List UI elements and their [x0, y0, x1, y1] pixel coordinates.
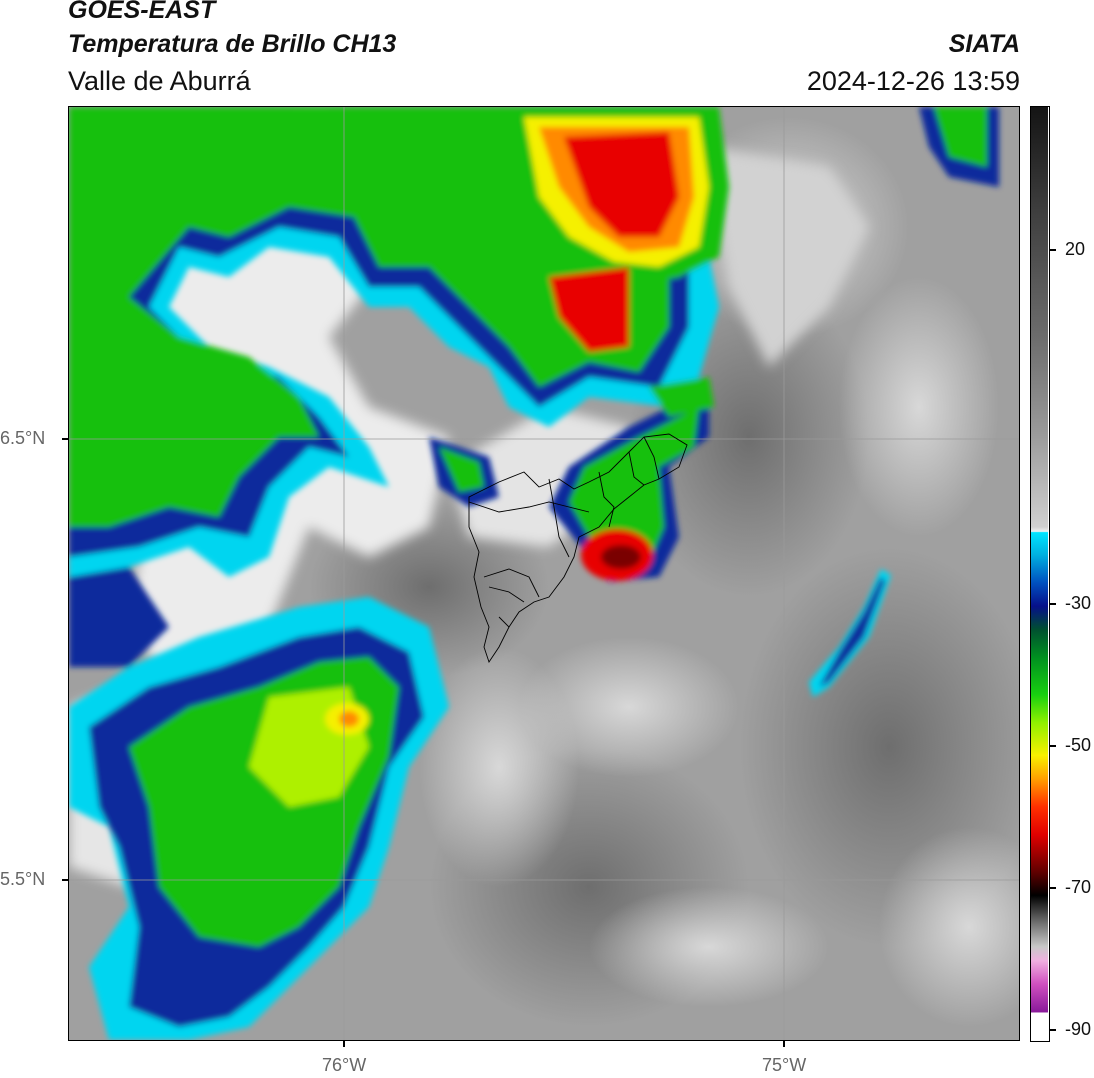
organization-label: SIATA	[948, 30, 1020, 58]
title-satellite: GOES-EAST	[68, 0, 216, 24]
lon-label-76W: 76°W	[322, 1055, 367, 1075]
convective-cloud-shield	[69, 107, 999, 1040]
colorbar-tick-20	[1050, 249, 1056, 251]
lat-tick-6-5N	[62, 438, 68, 440]
valle-aburra-boundaries	[468, 433, 688, 664]
colorbar-label-minus30: -30	[1065, 593, 1092, 613]
title-product: Temperatura de Brillo CH13	[68, 30, 397, 58]
lat-label-6-5N: 6.5°N	[0, 428, 46, 448]
brightness-temperature-field	[69, 107, 1019, 1040]
lon-tick-76W	[343, 1041, 345, 1047]
lon-label-75W: 75°W	[762, 1055, 807, 1075]
colorbar-label-minus70: -70	[1065, 877, 1092, 897]
graticule	[69, 107, 1019, 1040]
colorbar-tick-minus50	[1050, 745, 1056, 747]
colorbar-tick-minus30	[1050, 603, 1056, 605]
colorbar-label-minus90: -90	[1065, 1019, 1092, 1039]
timestamp-label: 2024-12-26 13:59	[806, 66, 1020, 96]
lon-tick-75W	[783, 1041, 785, 1047]
colorbar-tick-minus90	[1050, 1029, 1056, 1031]
satellite-map[interactable]	[68, 106, 1020, 1041]
colorbar-label-20: 20	[1065, 239, 1086, 259]
colorbar-label-minus50: -50	[1065, 735, 1092, 755]
temperature-colorbar	[1030, 106, 1050, 1042]
lat-tick-5-5N	[62, 879, 68, 881]
colorbar-tick-minus70	[1050, 887, 1056, 889]
subtitle-region: Valle de Aburrá	[68, 66, 251, 96]
lat-label-5-5N: 5.5°N	[0, 869, 46, 889]
colorbar-gradient	[1031, 107, 1048, 1040]
